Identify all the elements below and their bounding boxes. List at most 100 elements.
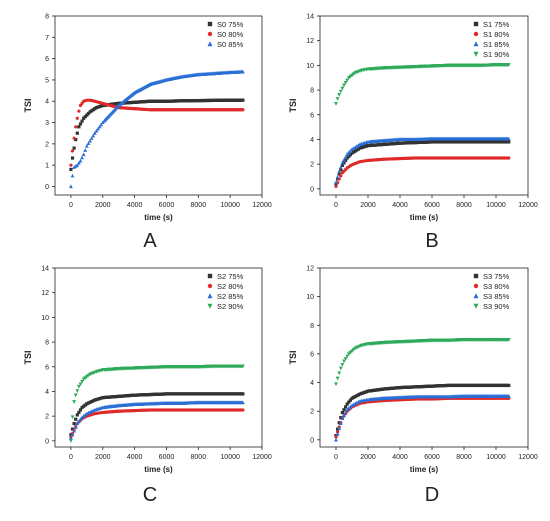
legend-label: S3 75% [483,272,510,281]
x-tick-label: 4000 [127,202,143,209]
data-point [339,416,343,420]
data-point [336,177,340,181]
data-point [75,131,79,135]
y-tick-label: 12 [41,290,49,297]
y-tick-label: 2 [45,141,49,148]
data-point [340,160,345,165]
data-point [77,109,81,113]
legend-label: S2 75% [217,272,244,281]
data-point [69,184,73,189]
data-point [338,366,343,371]
data-point [337,172,341,176]
series-s0-80- [69,98,245,167]
y-tick-label: 4 [45,99,49,106]
series-s3-85- [334,394,511,442]
y-tick-label: 8 [45,14,49,21]
legend-label: S2 85% [217,292,244,301]
x-tick-label: 8000 [191,202,207,209]
legend-marker [207,293,213,299]
series-s1-75- [334,140,511,186]
data-point [337,371,342,376]
x-tick-label: 2000 [360,454,376,461]
legend-marker [473,283,479,289]
data-point [69,167,73,172]
data-point [72,428,77,433]
chart-panel-a: 0 2000 4000 6000 8000 10000 12000 0 1 2 3 4 5 6 7 8 time… [23,14,272,223]
legend-marker [207,21,213,27]
data-point [80,379,84,384]
legend-marker [207,41,213,47]
data-point [336,427,340,431]
legend-marker [207,283,213,289]
data-point [506,136,511,141]
series-s2-80- [69,408,245,439]
data-point [336,430,340,434]
y-tick-label: 8 [310,88,314,95]
y-tick-label: 6 [45,364,49,371]
data-point [86,141,91,146]
data-point [337,92,342,97]
x-tick-label: 0 [334,454,338,461]
data-point [340,86,345,91]
data-point [339,168,343,172]
data-point [76,384,81,389]
y-tick-label: 8 [310,323,314,330]
legend-label: S2 80% [217,282,244,291]
data-point [91,133,96,138]
data-point [75,413,79,417]
data-point [78,382,83,387]
data-point [343,357,348,361]
y-tick-label: 4 [45,389,49,396]
data-point [507,140,511,144]
data-point [506,394,511,398]
data-point [72,400,77,404]
x-tick-label: 4000 [392,454,408,461]
data-point [347,154,351,158]
x-tick-label: 12000 [252,454,272,461]
data-point [69,433,73,437]
data-point [241,108,245,112]
data-point [343,81,348,85]
legend-label: S3 80% [483,282,510,291]
data-point [334,437,338,442]
data-point [350,147,354,151]
y-tick-label: 6 [45,56,49,63]
y-tick-label: 14 [306,14,314,21]
legend-marker [207,31,213,37]
data-point [77,125,81,129]
legend-label: S3 90% [483,302,510,311]
data-point [334,435,338,439]
data-point [97,124,102,129]
y-axis-label: TSI [23,350,33,364]
data-point [339,174,343,178]
legend-marker [473,41,479,47]
data-point [241,408,245,412]
x-axis-label: time (s) [410,213,439,222]
y-tick-label: 0 [310,186,314,193]
y-tick-label: 1 [45,163,49,170]
legend-label: S1 90% [483,50,510,59]
y-tick-label: 4 [310,380,314,387]
data-point [72,165,77,169]
legend-marker [473,273,479,279]
data-point [337,426,342,430]
data-point [335,175,340,179]
data-point [75,116,79,120]
data-point [342,157,346,162]
x-tick-label: 8000 [456,454,472,461]
y-tick-label: 0 [310,437,314,444]
plot-frame [54,267,263,448]
x-tick-label: 12000 [518,202,538,209]
data-point [345,354,350,359]
data-point [94,128,99,133]
data-point [81,414,86,418]
x-tick-label: 2000 [95,202,111,209]
data-point [507,383,511,388]
data-point [342,161,346,165]
x-axis-label: time (s) [410,465,439,474]
x-tick-label: 6000 [424,454,440,461]
x-tick-label: 6000 [424,202,440,209]
data-point [75,163,80,167]
y-tick-label: 10 [306,63,314,70]
